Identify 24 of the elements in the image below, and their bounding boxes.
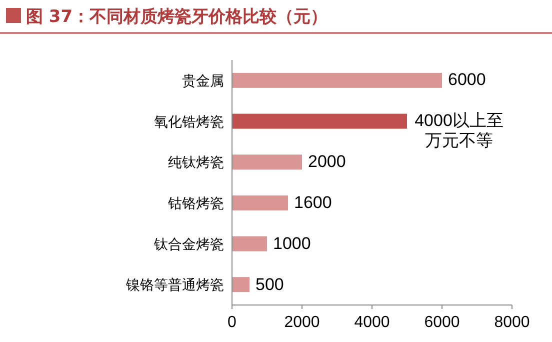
x-tick-label: 4000 bbox=[354, 314, 390, 331]
bar bbox=[232, 236, 267, 252]
y-tick-label: 镍铬等普通烤瓷 bbox=[125, 276, 224, 294]
annotation: 4000以上至万元不等 bbox=[414, 111, 504, 152]
data-label: 2000 bbox=[308, 152, 346, 172]
y-tick-label: 贵金属 bbox=[182, 73, 224, 90]
x-tick-label: 0 bbox=[228, 314, 237, 331]
y-tick-label: 钴铬烤瓷 bbox=[167, 196, 224, 212]
chart-title: 图 37：不同材质烤瓷牙价格比较（元） bbox=[26, 7, 328, 27]
y-tick-label: 氧化锆烤瓷 bbox=[154, 114, 224, 130]
y-tick-label: 纯钛烤瓷 bbox=[168, 155, 224, 172]
y-tick-label: 钛合金烤瓷 bbox=[153, 236, 224, 253]
bar bbox=[232, 195, 288, 210]
data-label: 6000 bbox=[448, 70, 486, 90]
data-label: 500 bbox=[256, 274, 284, 295]
data-label: 1600 bbox=[294, 192, 332, 213]
bar bbox=[232, 277, 250, 292]
data-label: 1000 bbox=[273, 234, 311, 254]
bar bbox=[232, 154, 302, 170]
bar bbox=[232, 114, 407, 129]
bar bbox=[232, 72, 442, 88]
x-tick-label: 6000 bbox=[424, 314, 460, 331]
x-tick-label: 8000 bbox=[494, 314, 530, 331]
x-tick-label: 2000 bbox=[284, 314, 320, 331]
